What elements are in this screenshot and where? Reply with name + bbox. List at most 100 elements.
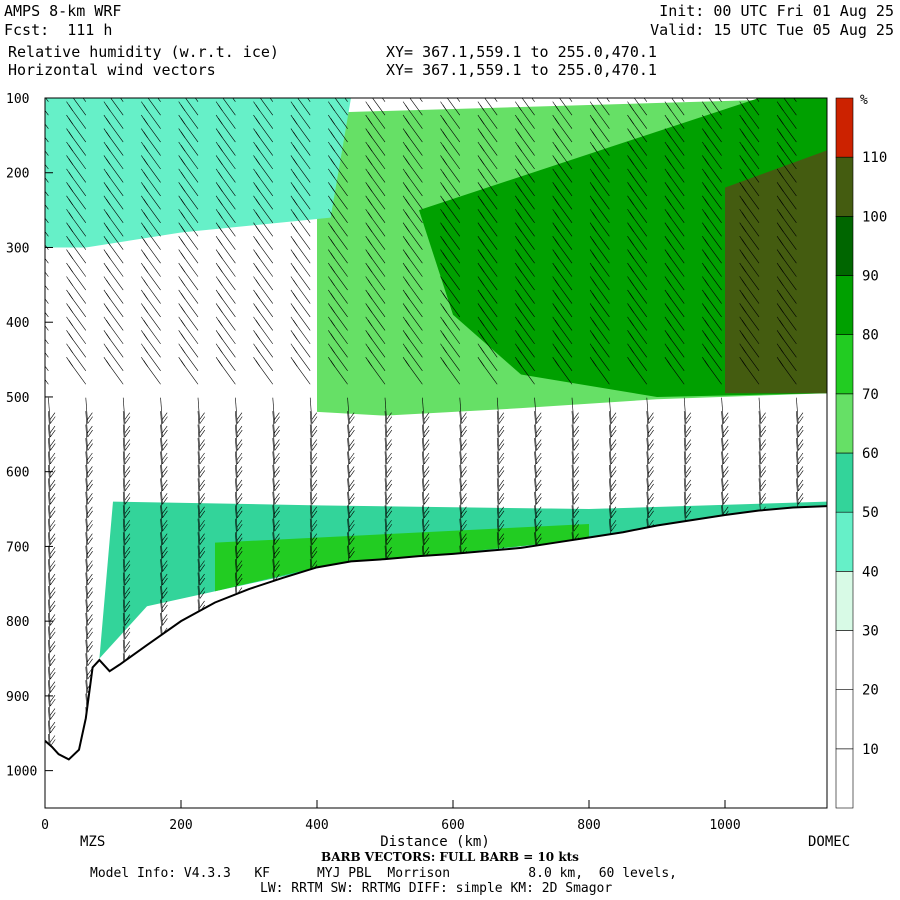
wind-barb — [328, 222, 348, 250]
wind-barb — [215, 168, 236, 197]
wind-barb — [402, 209, 423, 237]
wind-barb — [85, 639, 93, 666]
wind-barb — [422, 518, 430, 545]
colorbar-swatch — [835, 97, 854, 158]
wind-barb — [402, 343, 423, 371]
wind-barb — [552, 195, 573, 223]
wind-barb — [515, 343, 535, 371]
colorbar-swatch — [835, 571, 854, 631]
wind-barb — [459, 464, 467, 492]
wind-barb — [235, 424, 243, 451]
wind-barb — [571, 424, 580, 451]
wind-barb — [609, 438, 617, 465]
wind-barb — [796, 424, 804, 451]
wind-barb — [571, 505, 580, 532]
x-tick-label: 800 — [577, 818, 600, 833]
wind-barb — [776, 330, 797, 358]
header-line1-left: AMPS 8-km WRF — [4, 2, 122, 20]
wind-barb — [290, 114, 311, 143]
wind-barb — [440, 182, 461, 210]
wind-barb — [534, 451, 542, 478]
wind-barb — [141, 222, 161, 250]
wind-barb — [646, 478, 654, 505]
wind-barb — [664, 182, 685, 210]
wind-barb — [776, 316, 797, 345]
wind-barb — [45, 311, 49, 318]
wind-barb — [440, 114, 461, 143]
wind-barb — [402, 182, 423, 210]
wind-barb — [440, 195, 461, 223]
wind-barb — [45, 190, 49, 197]
wind-barb — [459, 451, 467, 478]
wind-barb — [664, 289, 685, 318]
wind-barb — [721, 424, 729, 451]
wind-barb — [235, 451, 243, 478]
wind-barb — [48, 505, 56, 532]
wind-barb — [122, 397, 131, 424]
wind-barb — [365, 128, 386, 156]
x-tick-label: 0 — [41, 818, 49, 833]
wind-barb — [215, 303, 236, 331]
wind-barb — [141, 330, 161, 358]
wind-barb — [776, 195, 797, 223]
wind-barb — [328, 114, 348, 143]
wind-barb — [552, 289, 573, 318]
wind-barb — [141, 141, 161, 170]
wind-barb — [141, 262, 161, 291]
wind-barb — [589, 222, 610, 250]
wind-barb — [646, 491, 654, 518]
wind-barb — [758, 424, 767, 451]
wind-barb — [253, 168, 274, 197]
wind-barb — [253, 316, 274, 345]
wind-barb — [215, 249, 236, 277]
wind-barb — [197, 491, 206, 518]
wind-barb — [552, 343, 573, 371]
wind-barb — [253, 357, 274, 385]
wind-barb — [534, 518, 542, 545]
wind-barb — [739, 235, 760, 264]
wind-barb — [290, 276, 311, 304]
wind-barb — [178, 128, 199, 156]
wind-barb — [160, 505, 168, 532]
wind-barb — [328, 276, 348, 304]
wind-barb — [496, 491, 505, 518]
wind-barb — [66, 128, 87, 156]
wind-barb — [515, 209, 535, 237]
wind-barb — [515, 114, 535, 143]
wind-barb — [609, 397, 617, 424]
wind-barb — [664, 114, 685, 143]
wind-barb — [440, 222, 461, 250]
wind-barb — [776, 289, 797, 318]
wind-barb — [515, 141, 535, 170]
wind-barb — [160, 518, 168, 545]
wind-barb — [402, 289, 423, 318]
wind-barb — [85, 438, 93, 465]
wind-barb — [290, 289, 311, 318]
wind-barb — [627, 316, 648, 345]
wind-barb — [609, 478, 617, 505]
wind-barb — [596, 98, 610, 116]
wind-barb — [739, 303, 760, 331]
wind-barb — [122, 424, 131, 451]
wind-barb — [309, 505, 318, 532]
wind-barb — [48, 693, 56, 720]
wind-barb — [627, 357, 648, 385]
wind-barb — [384, 505, 393, 532]
colorbar-swatch — [835, 156, 854, 217]
wind-barb — [589, 235, 610, 264]
wind-barb — [384, 518, 393, 545]
wind-barb — [235, 518, 243, 545]
wind-barb — [328, 249, 348, 277]
wind-barb — [402, 222, 423, 250]
wind-barb — [45, 244, 49, 250]
wind-barb — [160, 464, 168, 492]
wind-barb — [589, 141, 610, 170]
wind-barb — [122, 599, 131, 626]
wind-barb — [776, 114, 797, 143]
wind-barb — [235, 411, 243, 438]
wind-barb — [141, 235, 161, 264]
wind-barb — [683, 424, 692, 451]
wind-barb — [384, 464, 393, 492]
terrain-fill — [45, 506, 827, 808]
wind-barb — [515, 101, 535, 129]
